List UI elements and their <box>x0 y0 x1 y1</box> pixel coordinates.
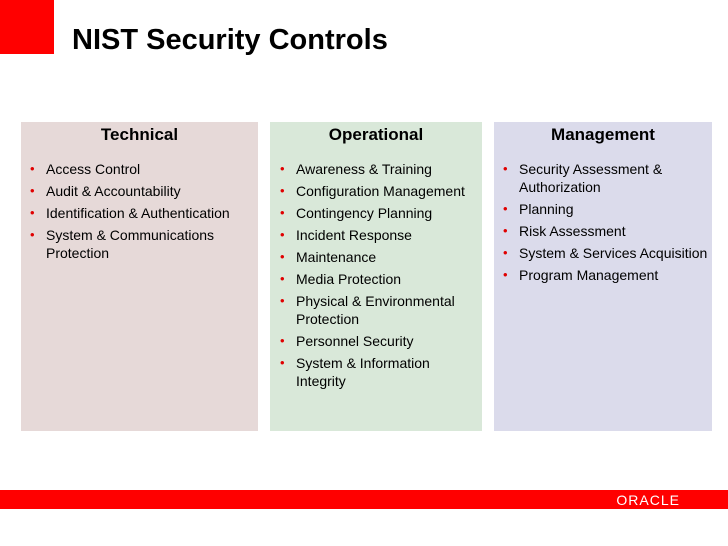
list-item: Personnel Security <box>280 332 482 350</box>
list-item: Media Protection <box>280 270 482 288</box>
operational-panel: Operational Awareness & Training Configu… <box>270 122 482 431</box>
list-item: Physical & Environmental Protection <box>280 292 482 328</box>
list-item: Maintenance <box>280 248 482 266</box>
bullet-list: Awareness & Training Configuration Manag… <box>270 160 482 390</box>
list-item: Access Control <box>30 160 258 178</box>
list-item: Configuration Management <box>280 182 482 200</box>
list-item: Audit & Accountability <box>30 182 258 200</box>
list-item: System & Information Integrity <box>280 354 482 390</box>
bullet-list: Access Control Audit & Accountability Id… <box>21 160 258 262</box>
management-panel: Management Security Assessment & Authori… <box>494 122 712 431</box>
list-item: Security Assessment & Authorization <box>503 160 712 196</box>
list-item: Risk Assessment <box>503 222 712 240</box>
list-item: Incident Response <box>280 226 482 244</box>
panel-heading: Operational <box>328 125 424 144</box>
list-item: Identification & Authentication <box>30 204 258 222</box>
footer-bar <box>0 490 728 509</box>
technical-panel: Technical Access Control Audit & Account… <box>21 122 258 431</box>
slide-title: NIST Security Controls <box>72 24 388 56</box>
red-square-decoration <box>0 0 54 54</box>
panel-heading: Technical <box>100 125 179 144</box>
list-item: System & Services Acquisition <box>503 244 712 262</box>
list-item: Contingency Planning <box>280 204 482 222</box>
list-item: System & Communications Protection <box>30 226 258 262</box>
panel-heading: Management <box>551 125 655 144</box>
list-item: Awareness & Training <box>280 160 482 178</box>
list-item: Planning <box>503 200 712 218</box>
list-item: Program Management <box>503 266 712 284</box>
oracle-logo: ORACLE <box>616 492 680 508</box>
bullet-list: Security Assessment & Authorization Plan… <box>494 160 712 284</box>
